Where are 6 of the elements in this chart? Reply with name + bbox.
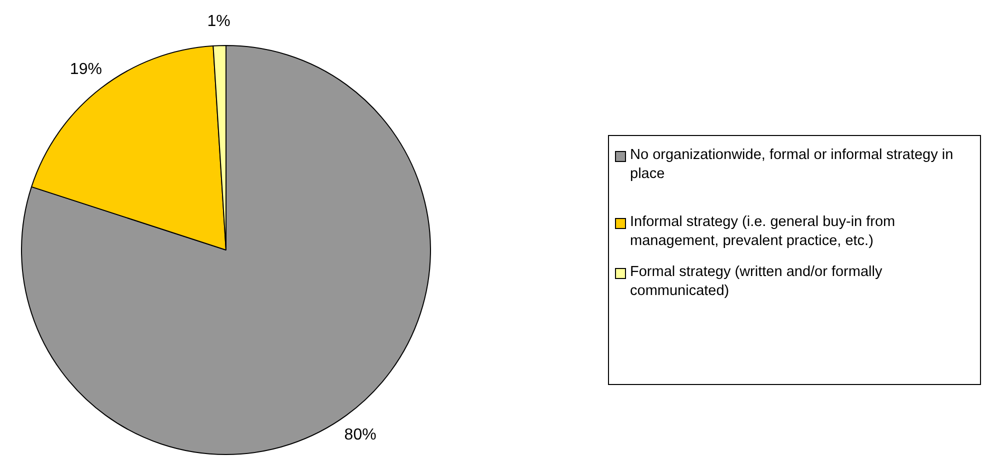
- legend-label: No organizationwide, formal or informal strategy in place: [630, 146, 954, 184]
- legend-label: Formal strategy (written and/or formally communicated): [630, 263, 884, 301]
- data-label: 19%: [70, 60, 102, 78]
- data-label: 80%: [344, 426, 376, 444]
- legend-label: Informal strategy (i.e. general buy-in from management, prevalent practice, etc.): [630, 213, 896, 251]
- data-label: 1%: [207, 13, 230, 30]
